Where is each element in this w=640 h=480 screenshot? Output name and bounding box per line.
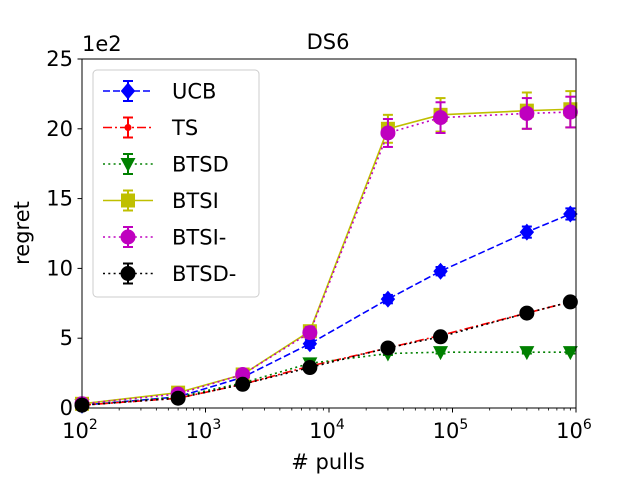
y-axis-label: regret (10, 201, 34, 265)
data-point (380, 125, 396, 141)
data-point (302, 360, 318, 376)
legend-entry-BTSD: BTSD (103, 153, 229, 177)
data-point (562, 294, 578, 310)
x-tick-exponent: 6 (583, 417, 592, 433)
series-BTSD (74, 346, 578, 414)
data-point (519, 346, 535, 361)
x-tick-exponent: 3 (212, 417, 221, 433)
series-line (81, 301, 571, 407)
x-axis-label: # pulls (291, 450, 365, 474)
series-line (81, 108, 571, 405)
legend-marker (124, 124, 132, 131)
y-tick-label: 5 (60, 326, 73, 350)
legend-entry-BTSI-: BTSI- (103, 226, 226, 250)
legend-marker (120, 82, 136, 100)
data-point (235, 376, 251, 392)
x-tick-label: 104 (309, 417, 345, 443)
series-line (81, 301, 571, 407)
legend-entry-UCB: UCB (103, 80, 216, 104)
x-tick-exponent: 2 (89, 417, 98, 433)
legend-label: BTSD- (172, 262, 236, 286)
data-point (433, 110, 449, 126)
plot-area (74, 90, 578, 414)
y-multiplier-label: 1e2 (82, 32, 122, 56)
legend-marker (120, 266, 136, 281)
legend-label: BTSI- (172, 226, 226, 250)
x-tick-label: 106 (556, 417, 592, 443)
legend-label: TS (171, 116, 198, 140)
x-tick-label: 105 (433, 417, 469, 443)
y-tick-label: 0 (60, 396, 73, 420)
legend-label: BTSI (172, 189, 219, 213)
data-point (302, 325, 318, 341)
data-point (380, 340, 396, 356)
data-point (302, 335, 318, 353)
data-point (519, 305, 535, 321)
y-tick-label: 20 (46, 117, 73, 141)
legend-entry-BTSD-: BTSD- (103, 262, 236, 286)
y-tick-label: 25 (46, 47, 73, 71)
series-line (81, 351, 571, 407)
data-point (519, 223, 535, 241)
legend: UCB TS BTSD BTSI BTSI- BTSD- (92, 69, 260, 298)
data-point (433, 346, 449, 361)
series-BTSD- (74, 294, 578, 413)
x-tick-label: 103 (186, 417, 222, 443)
data-point (380, 290, 396, 308)
y-tick-label: 15 (46, 187, 73, 211)
legend-entry-TS: TS (103, 116, 198, 140)
data-point (170, 390, 186, 406)
data-point (562, 104, 578, 120)
legend-entry-BTSI: BTSI (103, 189, 219, 213)
chart-title: DS6 (307, 30, 350, 54)
data-point (433, 262, 448, 280)
legend-label: UCB (172, 80, 216, 104)
series-TS (77, 298, 576, 409)
legend-label: BTSD (172, 153, 229, 177)
series-line (81, 213, 571, 407)
data-point (433, 329, 449, 345)
legend-marker (120, 229, 136, 245)
x-tick-exponent: 4 (336, 417, 345, 433)
series-line (81, 111, 571, 405)
legend-marker (121, 193, 135, 208)
data-point (519, 105, 535, 121)
data-point (562, 346, 578, 361)
data-point (563, 205, 578, 223)
legend-marker (120, 158, 136, 172)
x-tick-exponent: 5 (459, 417, 468, 433)
y-tick-label: 10 (46, 256, 73, 280)
x-tick-label: 102 (62, 417, 98, 443)
